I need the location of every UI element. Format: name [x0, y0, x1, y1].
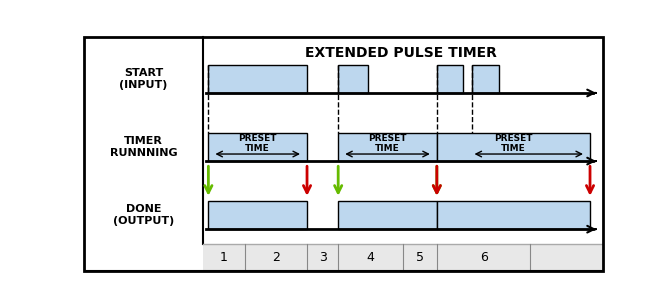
Text: START
(INPUT): START (INPUT)	[119, 68, 168, 90]
Bar	[208, 65, 307, 93]
Text: 4: 4	[366, 251, 375, 264]
Text: PRESET
TIME: PRESET TIME	[494, 134, 533, 153]
Bar	[437, 201, 590, 229]
Bar	[338, 65, 368, 93]
Text: PRESET
TIME: PRESET TIME	[239, 134, 277, 153]
Text: PRESET
TIME: PRESET TIME	[369, 134, 407, 153]
Bar	[208, 133, 307, 161]
Bar	[472, 65, 499, 93]
Bar	[338, 201, 437, 229]
Bar	[208, 201, 307, 229]
Text: TIMER
RUNNNING: TIMER RUNNNING	[110, 136, 178, 158]
Text: 1: 1	[220, 251, 228, 264]
Bar	[437, 133, 590, 161]
Text: 2: 2	[272, 251, 280, 264]
Text: 3: 3	[319, 251, 326, 264]
Bar	[203, 244, 603, 271]
Bar	[338, 133, 437, 161]
Text: 6: 6	[480, 251, 488, 264]
Text: DONE
(OUTPUT): DONE (OUTPUT)	[113, 204, 174, 226]
Bar	[437, 65, 463, 93]
Text: EXTENDED PULSE TIMER: EXTENDED PULSE TIMER	[305, 46, 496, 60]
Text: 5: 5	[416, 251, 424, 264]
